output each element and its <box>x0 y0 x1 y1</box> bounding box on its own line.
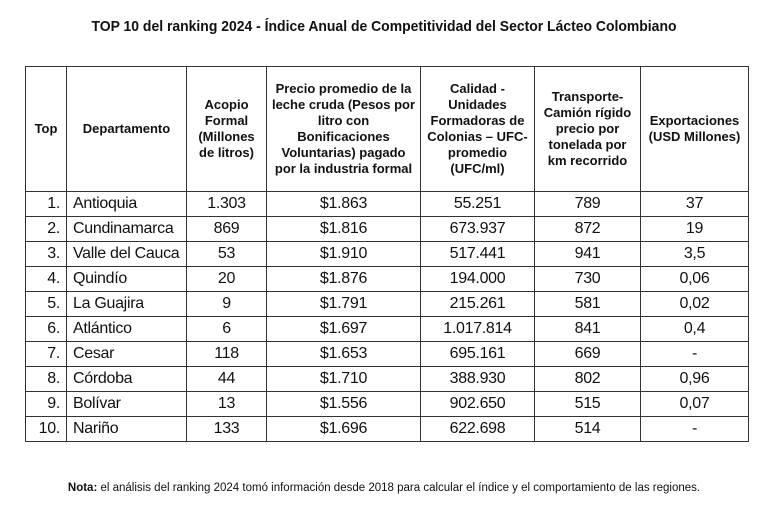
cell-top: 10. <box>25 416 67 442</box>
cell-acopio: 6 <box>186 316 267 342</box>
cell-departamento: Nariño <box>66 416 187 442</box>
cell-top: 2. <box>25 216 67 242</box>
cell-acopio: 20 <box>186 266 267 292</box>
header-precio: Precio promedio de la leche cruda (Pesos… <box>266 66 421 192</box>
cell-transporte: 802 <box>534 366 641 392</box>
cell-exportaciones: 0,06 <box>640 266 749 292</box>
cell-departamento: Cesar <box>66 341 187 367</box>
cell-departamento: Antioquia <box>66 191 187 217</box>
cell-transporte: 514 <box>534 416 641 442</box>
header-exportaciones: Exportaciones (USD Millones) <box>640 66 749 192</box>
cell-transporte: 789 <box>534 191 641 217</box>
cell-top: 4. <box>25 266 67 292</box>
cell-transporte: 669 <box>534 341 641 367</box>
cell-acopio: 9 <box>186 291 267 317</box>
table-row: 4. Quindío 20 $1.876 194.000 730 0,06 <box>25 266 749 292</box>
cell-precio: $1.696 <box>266 416 421 442</box>
cell-calidad: 388.930 <box>420 366 535 392</box>
header-row: Top Departamento Acopio Formal (Millones d… <box>25 66 749 192</box>
table-row: 9. Bolívar 13 $1.556 902.650 515 0,07 <box>25 391 749 417</box>
table-row: 7. Cesar 118 $1.653 695.161 669- <box>25 341 749 367</box>
header-departamento: Departamento <box>66 66 187 192</box>
cell-transporte: 841 <box>534 316 641 342</box>
cell-top: 5. <box>25 291 67 317</box>
cell-precio: $1.816 <box>266 216 421 242</box>
cell-top: 9. <box>25 391 67 417</box>
cell-acopio: 133 <box>186 416 267 442</box>
table-row: 6. Atlántico 6 $1.697 1.017.814 841 0,4 <box>25 316 749 342</box>
cell-exportaciones: 0,4 <box>640 316 749 342</box>
cell-exportaciones: 19 <box>640 216 749 242</box>
cell-calidad: 194.000 <box>420 266 535 292</box>
table-row: 2. Cundinamarca 869 $1.816 673.937 872 19 <box>25 216 749 242</box>
header-top: Top <box>25 66 67 192</box>
cell-precio: $1.876 <box>266 266 421 292</box>
cell-exportaciones: - <box>640 416 749 442</box>
header-acopio: Acopio Formal (Millones de litros) <box>186 66 267 192</box>
cell-acopio: 118 <box>186 341 267 367</box>
cell-precio: $1.863 <box>266 191 421 217</box>
cell-top: 3. <box>25 241 67 267</box>
cell-calidad: 517.441 <box>420 241 535 267</box>
cell-precio: $1.653 <box>266 341 421 367</box>
cell-acopio: 13 <box>186 391 267 417</box>
note-label: Nota: <box>67 482 98 494</box>
table-row: 10. Nariño 133 $1.696 622.698 514- <box>25 416 749 442</box>
cell-transporte: 872 <box>534 216 641 242</box>
cell-transporte: 730 <box>534 266 641 292</box>
cell-top: 7. <box>25 341 67 367</box>
table-row: 5. La Guajira 9 $1.791 215.261 581 0,02 <box>25 291 749 317</box>
table-row: 1. Antioquia 1.303 $1.863 55.251 789 37 <box>25 191 749 217</box>
cell-departamento: Atlántico <box>66 316 187 342</box>
cell-acopio: 1.303 <box>186 191 267 217</box>
cell-precio: $1.556 <box>266 391 421 417</box>
cell-top: 1. <box>25 191 67 217</box>
cell-calidad: 695.161 <box>420 341 535 367</box>
cell-top: 6. <box>25 316 67 342</box>
cell-precio: $1.697 <box>266 316 421 342</box>
table-row: 3. Valle del Cauca 53 $1.910 517.441 941 3,5 <box>25 241 749 267</box>
cell-transporte: 941 <box>534 241 641 267</box>
cell-calidad: 902.650 <box>420 391 535 417</box>
cell-precio: $1.910 <box>266 241 421 267</box>
cell-transporte: 515 <box>534 391 641 417</box>
cell-top: 8. <box>25 366 67 392</box>
table-row: 8. Córdoba 44 $1.710 388.930 802 0,96 <box>25 366 749 392</box>
cell-exportaciones: - <box>640 341 749 367</box>
footnote: Nota: el análisis del ranking 2024 tomó … <box>0 482 768 494</box>
cell-precio: $1.791 <box>266 291 421 317</box>
cell-exportaciones: 0,07 <box>640 391 749 417</box>
header-calidad: Calidad - Unidades Formadoras de Colonia… <box>420 66 535 192</box>
cell-exportaciones: 3,5 <box>640 241 749 267</box>
cell-calidad: 55.251 <box>420 191 535 217</box>
note-text: el análisis del ranking 2024 tomó inform… <box>97 482 701 494</box>
ranking-table: Top Departamento Acopio Formal (Millones d… <box>25 66 749 442</box>
cell-acopio: 869 <box>186 216 267 242</box>
cell-calidad: 215.261 <box>420 291 535 317</box>
cell-departamento: Cundinamarca <box>66 216 187 242</box>
header-transporte: Transporte- Camión rígido precio por ton… <box>534 66 641 192</box>
cell-departamento: Bolívar <box>66 391 187 417</box>
cell-exportaciones: 37 <box>640 191 749 217</box>
cell-exportaciones: 0,96 <box>640 366 749 392</box>
cell-departamento: Valle del Cauca <box>66 241 187 267</box>
page-title: TOP 10 del ranking 2024 - Índice Anual d… <box>91 18 677 35</box>
cell-acopio: 53 <box>186 241 267 267</box>
cell-transporte: 581 <box>534 291 641 317</box>
cell-departamento: La Guajira <box>66 291 187 317</box>
cell-calidad: 1.017.814 <box>420 316 535 342</box>
cell-departamento: Quindío <box>66 266 187 292</box>
cell-precio: $1.710 <box>266 366 421 392</box>
cell-exportaciones: 0,02 <box>640 291 749 317</box>
cell-departamento: Córdoba <box>66 366 187 392</box>
cell-calidad: 673.937 <box>420 216 535 242</box>
cell-calidad: 622.698 <box>420 416 535 442</box>
cell-acopio: 44 <box>186 366 267 392</box>
